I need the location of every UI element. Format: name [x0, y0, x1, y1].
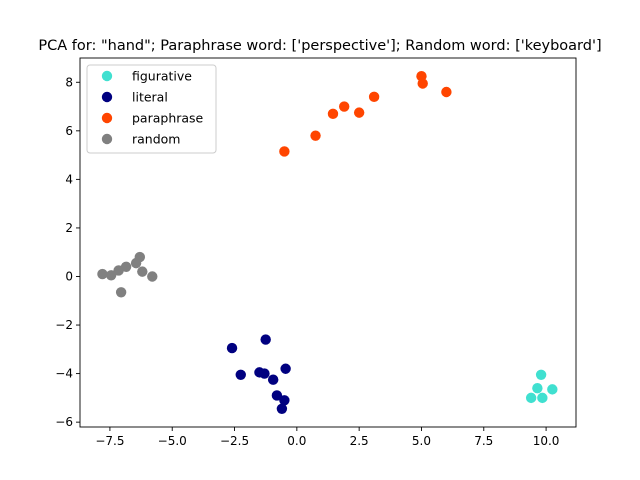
y-tick-label: 4: [65, 172, 73, 186]
x-tick-label: −7.5: [95, 434, 124, 448]
data-point-figurative-0: [535, 369, 547, 381]
legend-label-figurative: figurative: [132, 69, 192, 84]
data-point-paraphrase-4: [339, 101, 350, 112]
x-tick-label: 10.0: [533, 434, 560, 448]
legend: figurative literal paraphrase random: [86, 64, 217, 154]
series-figurative: [525, 369, 558, 404]
data-point-paraphrase-3: [368, 91, 380, 103]
data-point-figurative-4: [537, 392, 548, 404]
data-point-paraphrase-8: [279, 146, 290, 157]
series-literal: [226, 334, 291, 414]
legend-box: [86, 64, 217, 154]
legend-marker-random: [101, 133, 113, 145]
x-tick-label: 5.0: [412, 434, 431, 448]
data-point-paraphrase-5: [327, 108, 339, 120]
chart-title: PCA for: "hand"; Paraphrase word: ['pers…: [38, 38, 601, 54]
x-tick-label: −2.5: [220, 434, 249, 448]
data-point-literal-5: [267, 374, 279, 385]
data-point-literal-6: [280, 363, 291, 374]
plot-area: [97, 71, 558, 414]
legend-marker-figurative: [101, 70, 113, 82]
legend-label-paraphrase: paraphrase: [132, 111, 204, 126]
x-tick-label: 7.5: [474, 434, 493, 448]
data-point-figurative-3: [525, 392, 537, 404]
x-tick-label: 2.5: [350, 434, 369, 448]
y-tick-label: −2: [55, 318, 73, 332]
y-tick-label: −6: [55, 415, 73, 429]
data-point-random-0: [97, 268, 108, 280]
data-point-random-5: [134, 251, 146, 263]
data-point-literal-1: [260, 334, 271, 345]
y-tick-label: 6: [65, 124, 73, 138]
x-tick-label: −5.0: [158, 434, 187, 448]
y-tick-label: 2: [65, 221, 73, 235]
legend-label-random: random: [132, 132, 180, 147]
data-point-random-3: [120, 261, 132, 272]
data-point-literal-9: [276, 403, 288, 414]
data-point-paraphrase-1: [417, 78, 428, 89]
legend-marker-literal: [101, 91, 113, 103]
data-point-random-8: [115, 287, 127, 298]
y-tick-label: 8: [65, 75, 73, 89]
legend-label-literal: literal: [132, 90, 168, 105]
data-point-random-1: [105, 270, 117, 281]
series-paraphrase: [279, 71, 452, 157]
axes: −7.5 −5.0 −2.5 0.0 2.5 5.0 7.5 10.0 −6 −4 −2 0 2 4 6 8: [55, 57, 577, 448]
data-point-literal-0: [226, 342, 238, 354]
data-point-literal-4: [259, 368, 270, 379]
data-point-literal-2: [235, 369, 246, 381]
data-point-paraphrase-6: [353, 107, 365, 118]
legend-marker-paraphrase: [101, 112, 113, 124]
series-random: [97, 251, 158, 298]
data-point-random-7: [147, 271, 158, 282]
y-tick-label: −4: [55, 367, 73, 381]
data-point-paraphrase-2: [441, 86, 452, 98]
data-point-figurative-1: [532, 382, 543, 394]
data-point-literal-8: [279, 395, 290, 406]
x-tick-label: 0.0: [287, 434, 306, 448]
y-tick-label: 0: [65, 269, 73, 283]
data-point-paraphrase-7: [310, 130, 321, 141]
data-point-figurative-2: [547, 384, 558, 395]
axes-frame: [79, 57, 577, 428]
data-point-literal-7: [271, 390, 283, 401]
data-point-random-6: [137, 266, 148, 277]
